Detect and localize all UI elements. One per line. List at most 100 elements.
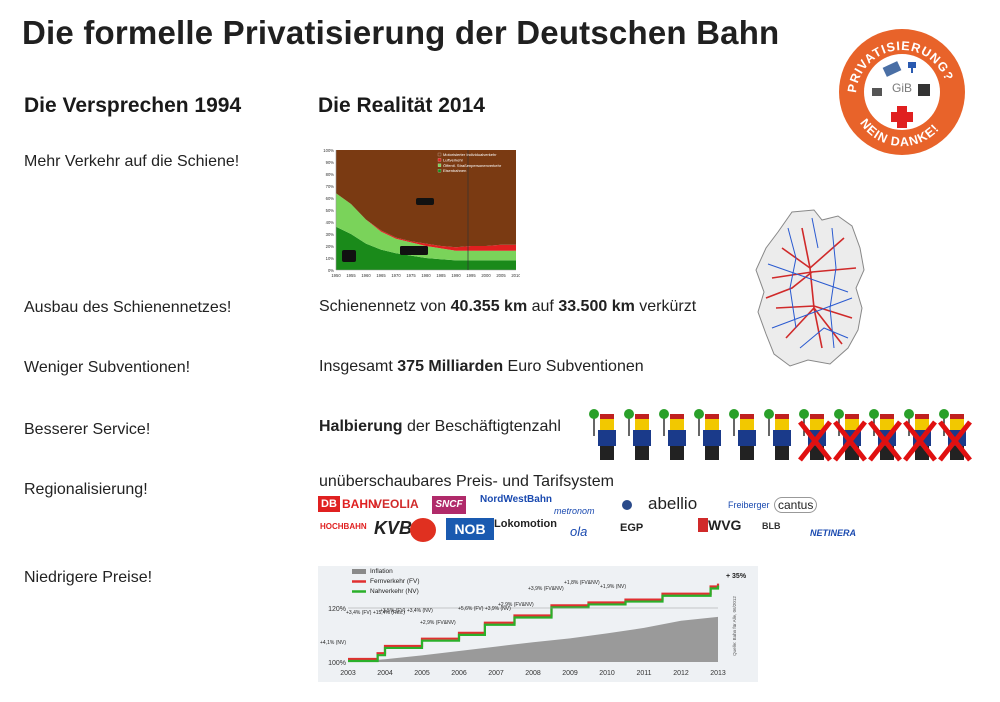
logo-lokomotion: Lokomotion (494, 518, 557, 530)
x-tick-label: 2012 (673, 670, 689, 677)
legend-entry: Nahverkehr (NV) (370, 588, 419, 595)
y-tick-label: 100% (328, 660, 346, 667)
x-tick-label: 2009 (562, 670, 578, 677)
reality-heading: Die Realität 2014 (318, 94, 485, 117)
price-annotation: +5,6% (FV) +3,9% (NV) (458, 606, 511, 612)
page-title: Die formelle Privatisierung der Deutsche… (22, 14, 780, 51)
logo-abellio: abellio (648, 494, 698, 513)
promise-network-expansion: Ausbau des Schienennetzes! (24, 299, 232, 316)
logo-veolia: VEOLIA (374, 497, 419, 511)
legend-entry: Inflation (370, 568, 393, 575)
y-tick-label: 90% (326, 160, 335, 165)
worker-icon (624, 409, 651, 460)
worker-icon (589, 409, 616, 460)
logo-kvb: KVB (374, 518, 413, 538)
germany-rail-map (752, 208, 872, 368)
x-tick-label: 2005 (496, 273, 506, 278)
reality-tariffs: unüberschaubares Preis- und Tarifsystem (319, 473, 614, 490)
y-tick-label: 60% (326, 196, 335, 201)
legend-swatch (437, 163, 442, 167)
x-tick-label: 2004 (377, 670, 393, 677)
logo-hochbahn: HOCHBAHN (320, 522, 367, 531)
y-tick-label: 70% (326, 184, 335, 189)
logo-nordwestbahn: NordWestBahn (480, 494, 553, 505)
price-annotation: +1,9% (NV) (600, 584, 626, 590)
logo-bahn: BAHN (342, 497, 377, 511)
y-tick-label: 20% (326, 244, 335, 249)
legend-entry: Fernverkehr (FV) (370, 578, 419, 585)
crossed-worker-icon (868, 409, 902, 462)
logo-db: DB (318, 496, 340, 512)
legend-entry: Motorisierter Individualverkehr (443, 152, 497, 157)
inflation-area (348, 616, 718, 662)
x-tick-label: 1985 (436, 273, 446, 278)
logo-cantus: cantus (774, 497, 818, 513)
y-tick-label: 120% (328, 606, 346, 613)
area-series-1 (336, 193, 516, 261)
x-tick-label: 2010 (511, 273, 520, 278)
y-tick-label: 80% (326, 172, 335, 177)
logo-egp: EGP (620, 522, 644, 534)
x-tick-label: 2011 (636, 670, 651, 677)
promise-better-service: Besserer Service! (24, 421, 151, 438)
x-tick-label: 1950 (331, 273, 341, 278)
price-annotation: +3,5% (FV) +3,4% (NV) (380, 608, 433, 614)
reality-staff: Halbierung der Beschäftigtenzahl (319, 418, 561, 435)
x-tick-label: 2008 (525, 670, 541, 677)
arrow-logo-icon (410, 518, 436, 542)
promise-more-traffic: Mehr Verkehr auf die Schiene! (24, 153, 240, 170)
price-increase-chart: 120% 100% 2003 2004 2005 2006 2007 2008 2009 2010… (318, 566, 758, 682)
nv-step-line (348, 585, 720, 663)
price-annotation: +1,8% (FV&NV) (564, 580, 600, 586)
price-annotation: +2,9% (FV&NV) (498, 602, 534, 608)
building-icon (918, 84, 930, 96)
x-tick-label: 1990 (451, 273, 461, 278)
badge-center-text: GiB (892, 81, 912, 95)
crossed-worker-icon (833, 409, 867, 462)
bus-icon (400, 246, 428, 255)
no-privatization-badge: PRIVATISIERUNG? NEIN DANKE! GiB (836, 26, 968, 158)
logo-nob: NOB (446, 518, 494, 540)
y-tick-label: 0% (328, 268, 334, 273)
legend-entry: Luftverkehr (443, 157, 464, 162)
x-tick-label: 2010 (599, 670, 615, 677)
x-tick-label: 1975 (406, 273, 416, 278)
logo-netinera: NETINERA (810, 528, 857, 538)
legend-swatch (352, 569, 366, 574)
area-series-0 (336, 226, 516, 270)
price-annotation: +2,9% (FV&NV) (420, 620, 456, 626)
y-tick-label: 40% (326, 220, 335, 225)
price-annotation: +4,1% (NV) (320, 640, 346, 646)
reality-network: Schienennetz von 40.355 km auf 33.500 km… (319, 298, 697, 315)
legend-swatch (437, 169, 442, 173)
workers-illustration (588, 408, 978, 464)
x-tick-label: 1995 (466, 273, 476, 278)
train-icon (342, 250, 356, 262)
promises-heading: Die Versprechen 1994 (24, 94, 242, 117)
legend-swatch (437, 158, 442, 162)
x-tick-label: 1965 (376, 273, 386, 278)
worker-icon (729, 409, 756, 460)
car-icon (416, 198, 434, 205)
x-tick-label: 1970 (391, 273, 401, 278)
y-tick-label: 100% (323, 148, 334, 153)
y-tick-label: 30% (326, 232, 335, 237)
price-annotation: +3,4% (FV) +15,4% (Res.) (346, 610, 405, 616)
x-tick-label: 1955 (346, 273, 356, 278)
x-tick-label: 2013 (710, 670, 726, 677)
plug-icon (872, 88, 882, 96)
x-tick-label: 1980 (421, 273, 431, 278)
price-annotation: +3,9% (FV&NV) (528, 586, 564, 592)
reality-subsidies: Insgesamt 375 Milliarden Euro Subvention… (319, 358, 644, 375)
y-tick-label: 10% (326, 256, 335, 261)
legend-swatch (437, 152, 442, 157)
promise-lower-prices: Niedrigere Preise! (24, 569, 153, 586)
x-tick-label: 2007 (488, 670, 504, 677)
logo-metronom: metronom (554, 506, 595, 516)
crossed-worker-icon (938, 409, 972, 462)
x-tick-label: 2003 (340, 670, 356, 677)
logo-circle-icon (622, 500, 632, 510)
worker-icon (694, 409, 721, 460)
x-tick-label: 1960 (361, 273, 371, 278)
x-tick-label: 2005 (414, 670, 430, 677)
